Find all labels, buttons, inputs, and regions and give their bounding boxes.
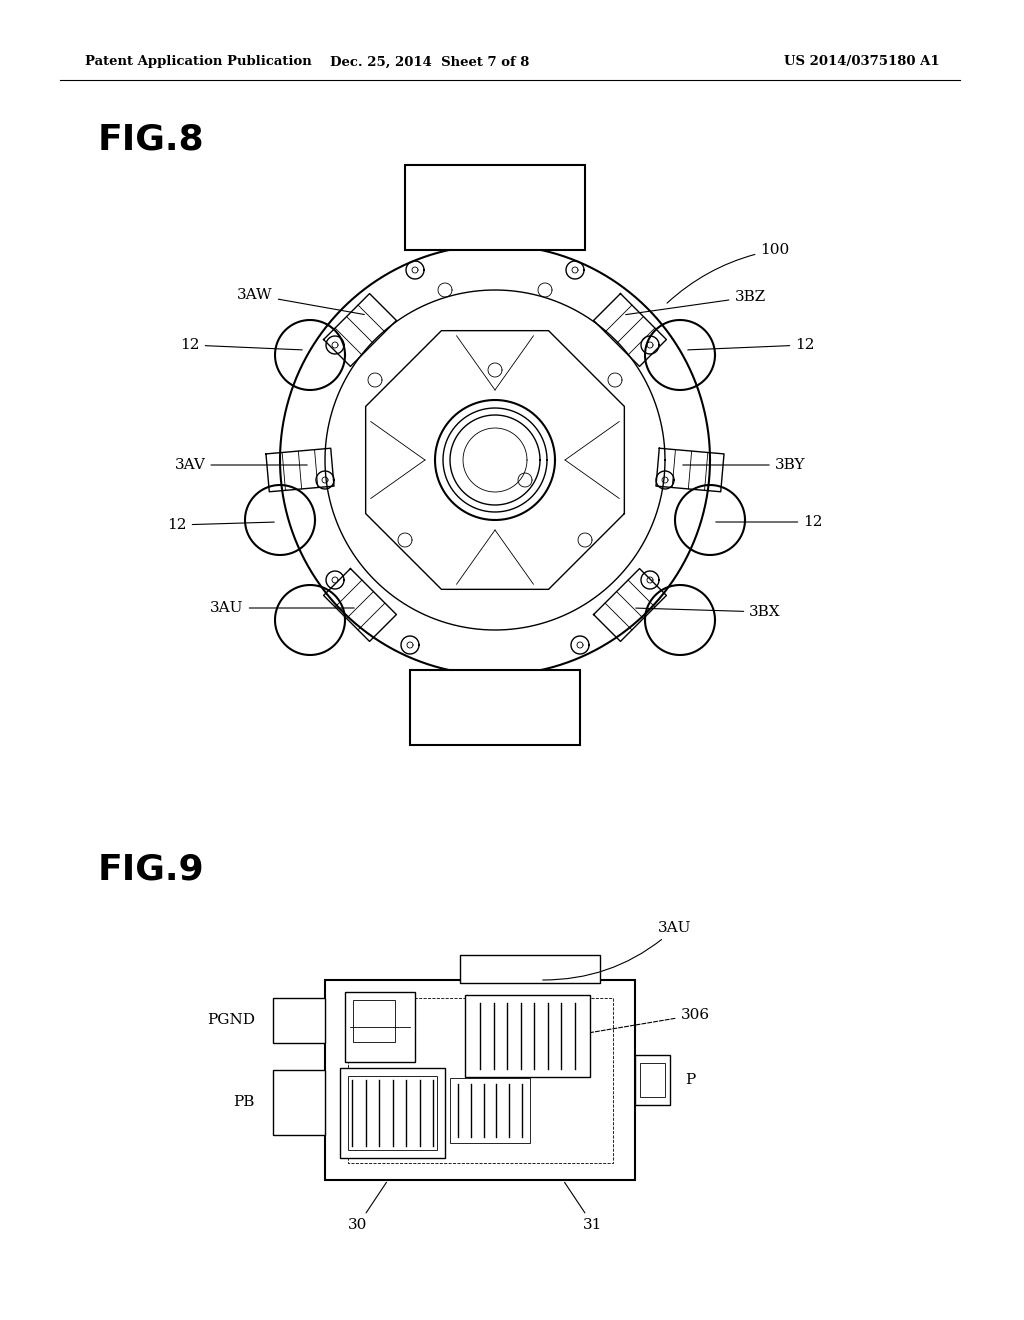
- Text: 12: 12: [167, 517, 274, 532]
- Bar: [465, 995, 590, 1077]
- Bar: [345, 993, 415, 1063]
- Text: P: P: [685, 1073, 695, 1086]
- Text: 3BY: 3BY: [683, 458, 805, 473]
- Text: 3AV: 3AV: [174, 458, 307, 473]
- Text: 3BX: 3BX: [636, 605, 781, 619]
- Text: 3BZ: 3BZ: [626, 290, 766, 314]
- Text: Dec. 25, 2014  Sheet 7 of 8: Dec. 25, 2014 Sheet 7 of 8: [331, 55, 529, 69]
- Text: 31: 31: [564, 1183, 603, 1232]
- Text: 306: 306: [572, 1008, 710, 1036]
- Bar: [640, 1063, 665, 1097]
- Text: 12: 12: [688, 338, 815, 352]
- Text: FIG.8: FIG.8: [98, 123, 205, 157]
- Text: FIG.9: FIG.9: [98, 853, 205, 887]
- Text: PB: PB: [233, 1096, 255, 1109]
- Bar: [450, 1078, 530, 1143]
- Bar: [325, 979, 635, 1180]
- Bar: [460, 954, 600, 983]
- Text: Patent Application Publication: Patent Application Publication: [85, 55, 311, 69]
- Text: 3AU: 3AU: [210, 601, 354, 615]
- Text: 3AU: 3AU: [543, 921, 692, 979]
- Bar: [348, 998, 613, 1163]
- Text: US 2014/0375180 A1: US 2014/0375180 A1: [784, 55, 940, 69]
- Text: 55: 55: [485, 166, 505, 201]
- Text: 300: 300: [432, 717, 464, 747]
- Bar: [273, 1071, 325, 1135]
- Bar: [273, 998, 325, 1043]
- Bar: [406, 165, 585, 249]
- Text: 100: 100: [667, 243, 790, 304]
- Bar: [353, 1001, 395, 1041]
- Bar: [340, 1068, 445, 1158]
- Text: PGND: PGND: [207, 1012, 255, 1027]
- Text: 301: 301: [503, 718, 531, 747]
- Text: 30: 30: [348, 1183, 386, 1232]
- Text: 12: 12: [180, 338, 302, 352]
- Text: 12: 12: [716, 515, 822, 529]
- Text: 3AW: 3AW: [238, 288, 365, 314]
- Bar: [410, 671, 580, 744]
- Bar: [635, 1055, 670, 1105]
- Bar: [348, 1076, 437, 1150]
